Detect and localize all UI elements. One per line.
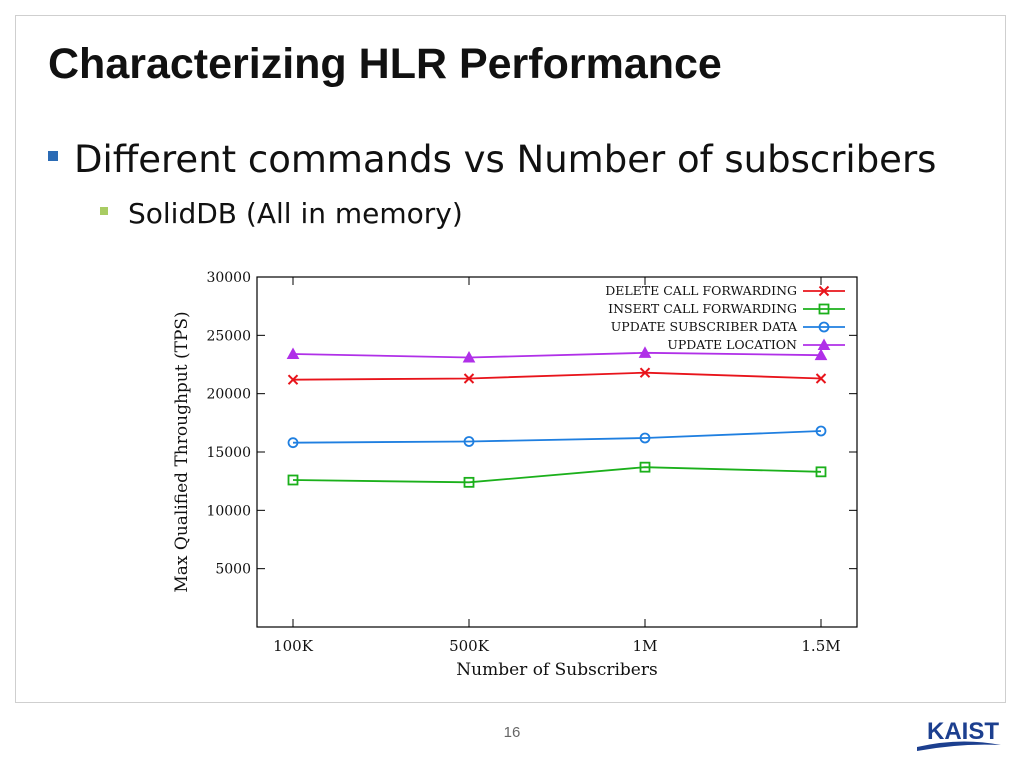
y-tick-label: 10000 — [206, 503, 251, 519]
y-tick-label: 5000 — [215, 562, 251, 578]
data-point-marker — [463, 373, 475, 384]
bullet-level-2: SolidDB (All in memory) — [100, 197, 463, 230]
legend-label: UPDATE LOCATION — [667, 337, 797, 352]
series-line — [292, 351, 822, 359]
x-axis-label: Number of Subscribers — [456, 660, 657, 680]
slide-title: Characterizing HLR Performance — [48, 40, 722, 88]
series-line — [292, 371, 822, 381]
data-point-marker — [462, 350, 476, 363]
kaist-logo: KAIST — [917, 718, 1001, 751]
legend-marker — [818, 303, 830, 315]
data-point-marker — [463, 476, 475, 488]
legend-marker — [817, 338, 831, 350]
series-line — [292, 430, 822, 444]
data-point-marker — [287, 474, 299, 486]
legend-label: DELETE CALL FORWARDING — [605, 283, 797, 298]
x-tick-label: 1M — [633, 637, 658, 655]
page-number: 16 — [503, 724, 521, 741]
legend-label: UPDATE SUBSCRIBER DATA — [611, 319, 798, 334]
logo-swoosh — [917, 741, 1001, 751]
series-line — [292, 466, 822, 484]
x-tick-label: 1.5M — [801, 637, 840, 655]
x-tick-label: 500K — [449, 637, 490, 655]
data-point-marker — [287, 437, 299, 449]
y-tick-label: 25000 — [206, 328, 251, 344]
data-point-marker — [639, 432, 651, 444]
data-point-marker — [463, 436, 475, 447]
y-tick-label: 15000 — [206, 445, 251, 461]
slide-frame — [15, 15, 1006, 703]
data-point-marker — [814, 348, 828, 361]
throughput-line-chart: 5000 10000 15000 20000 25000 30000 100K 500K 1M 1… — [172, 270, 858, 680]
legend-marker — [818, 321, 830, 333]
logo-text: KAIST — [927, 718, 999, 745]
data-point-marker — [815, 466, 827, 478]
bullet-level-2-text: SolidDB (All in memory) — [128, 197, 463, 230]
square-bullet-icon — [100, 207, 108, 215]
data-point-marker — [287, 374, 299, 385]
y-axis-label: Max Qualified Throughput (TPS) — [172, 311, 192, 592]
x-tick-label: 100K — [273, 637, 314, 655]
data-point-marker — [638, 346, 652, 358]
bullet-level-1: Different commands vs Number of subscrib… — [48, 138, 936, 181]
data-point-marker — [286, 347, 300, 359]
y-tick-label: 20000 — [206, 387, 251, 403]
legend-marker — [818, 285, 830, 297]
y-tick-label: 30000 — [206, 270, 251, 286]
data-point-marker — [815, 373, 827, 384]
data-point-marker — [639, 367, 651, 378]
bullet-level-1-text: Different commands vs Number of subscrib… — [74, 138, 937, 181]
legend-label: INSERT CALL FORWARDING — [608, 301, 797, 316]
square-bullet-icon — [48, 150, 58, 161]
data-point-marker — [815, 425, 827, 437]
data-point-marker — [639, 461, 651, 473]
